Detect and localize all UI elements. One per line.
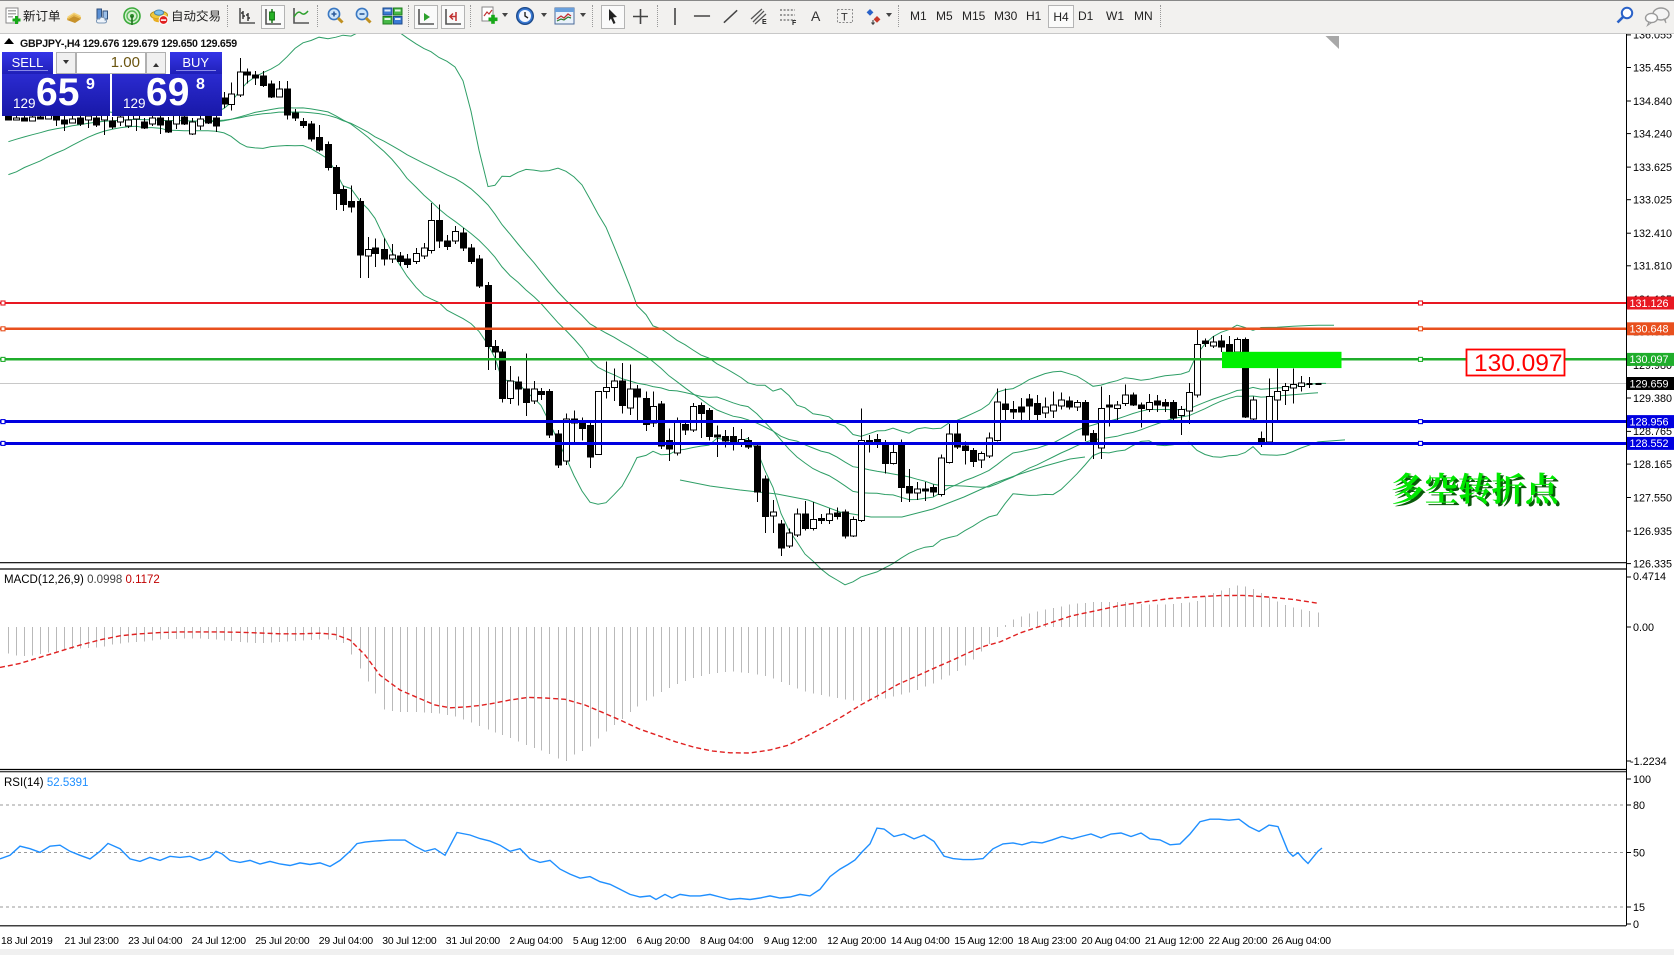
svg-text:135.455: 135.455: [1633, 62, 1672, 74]
svg-text:2 Aug 04:00: 2 Aug 04:00: [509, 936, 563, 947]
svg-text:127.550: 127.550: [1633, 492, 1672, 504]
svg-text:12 Aug 20:00: 12 Aug 20:00: [827, 936, 886, 947]
svg-text:F: F: [792, 20, 797, 26]
svg-text:0: 0: [1633, 919, 1639, 931]
svg-text:128.552: 128.552: [1630, 438, 1669, 450]
svg-text:E: E: [762, 19, 767, 26]
svg-text:129.380: 129.380: [1633, 393, 1672, 405]
svg-text:24 Jul 12:00: 24 Jul 12:00: [192, 936, 247, 947]
svg-text:128.956: 128.956: [1630, 416, 1669, 428]
svg-text:20 Aug 04:00: 20 Aug 04:00: [1081, 936, 1140, 947]
svg-text:RSI(14) 52.5391: RSI(14) 52.5391: [4, 777, 88, 789]
svg-text:6 Aug 20:00: 6 Aug 20:00: [637, 936, 691, 947]
svg-text:133.025: 133.025: [1633, 195, 1672, 207]
svg-text:130.097: 130.097: [1474, 350, 1563, 377]
svg-text:134.840: 134.840: [1633, 96, 1672, 108]
svg-text:100: 100: [1633, 774, 1651, 786]
svg-text:50: 50: [1633, 847, 1645, 859]
svg-text:26 Aug 04:00: 26 Aug 04:00: [1272, 936, 1331, 947]
svg-text:15: 15: [1633, 902, 1645, 914]
svg-text:25 Jul 20:00: 25 Jul 20:00: [255, 936, 310, 947]
svg-text:-1.2234: -1.2234: [1630, 756, 1667, 768]
svg-text:0.00: 0.00: [1633, 622, 1654, 634]
svg-text:133.625: 133.625: [1633, 162, 1672, 174]
svg-text:31 Jul 20:00: 31 Jul 20:00: [446, 936, 501, 947]
svg-text:0.4714: 0.4714: [1633, 571, 1666, 583]
svg-text:15 Aug 12:00: 15 Aug 12:00: [954, 936, 1013, 947]
svg-text:MACD(12,26,9) 0.0998 0.1172: MACD(12,26,9) 0.0998 0.1172: [4, 574, 160, 586]
svg-text:128.765: 128.765: [1633, 426, 1672, 438]
svg-text:134.240: 134.240: [1633, 128, 1672, 140]
svg-text:9 Aug 12:00: 9 Aug 12:00: [764, 936, 818, 947]
svg-text:21 Aug 12:00: 21 Aug 12:00: [1145, 936, 1204, 947]
svg-text:23 Jul 04:00: 23 Jul 04:00: [128, 936, 183, 947]
svg-text:22 Aug 20:00: 22 Aug 20:00: [1209, 936, 1268, 947]
svg-text:130.097: 130.097: [1630, 354, 1669, 366]
svg-text:18 Aug 23:00: 18 Aug 23:00: [1018, 936, 1077, 947]
svg-text:30 Jul 12:00: 30 Jul 12:00: [382, 936, 437, 947]
svg-text:8 Aug 04:00: 8 Aug 04:00: [700, 936, 754, 947]
svg-text:18 Jul 2019: 18 Jul 2019: [1, 936, 53, 947]
svg-text:GBPJPY-,H4 129.676 129.679 12: GBPJPY-,H4 129.676 129.679 129.650 129.6…: [20, 38, 237, 50]
svg-text:14 Aug 04:00: 14 Aug 04:00: [891, 936, 950, 947]
svg-text:A: A: [811, 8, 821, 24]
svg-text:128.165: 128.165: [1633, 459, 1672, 471]
svg-text:131.126: 131.126: [1630, 298, 1669, 310]
svg-text:5 Aug 12:00: 5 Aug 12:00: [573, 936, 627, 947]
svg-text:80: 80: [1633, 800, 1645, 812]
svg-text:132.410: 132.410: [1633, 228, 1672, 240]
svg-text:21 Jul 23:00: 21 Jul 23:00: [65, 936, 120, 947]
svg-text:29 Jul 04:00: 29 Jul 04:00: [319, 936, 374, 947]
svg-text:129.659: 129.659: [1630, 378, 1669, 390]
svg-text:131.810: 131.810: [1633, 261, 1672, 273]
svg-text:130.648: 130.648: [1630, 324, 1669, 336]
svg-text:126.935: 126.935: [1633, 526, 1672, 538]
svg-text:T: T: [841, 12, 848, 24]
svg-text:126.335: 126.335: [1633, 558, 1672, 570]
